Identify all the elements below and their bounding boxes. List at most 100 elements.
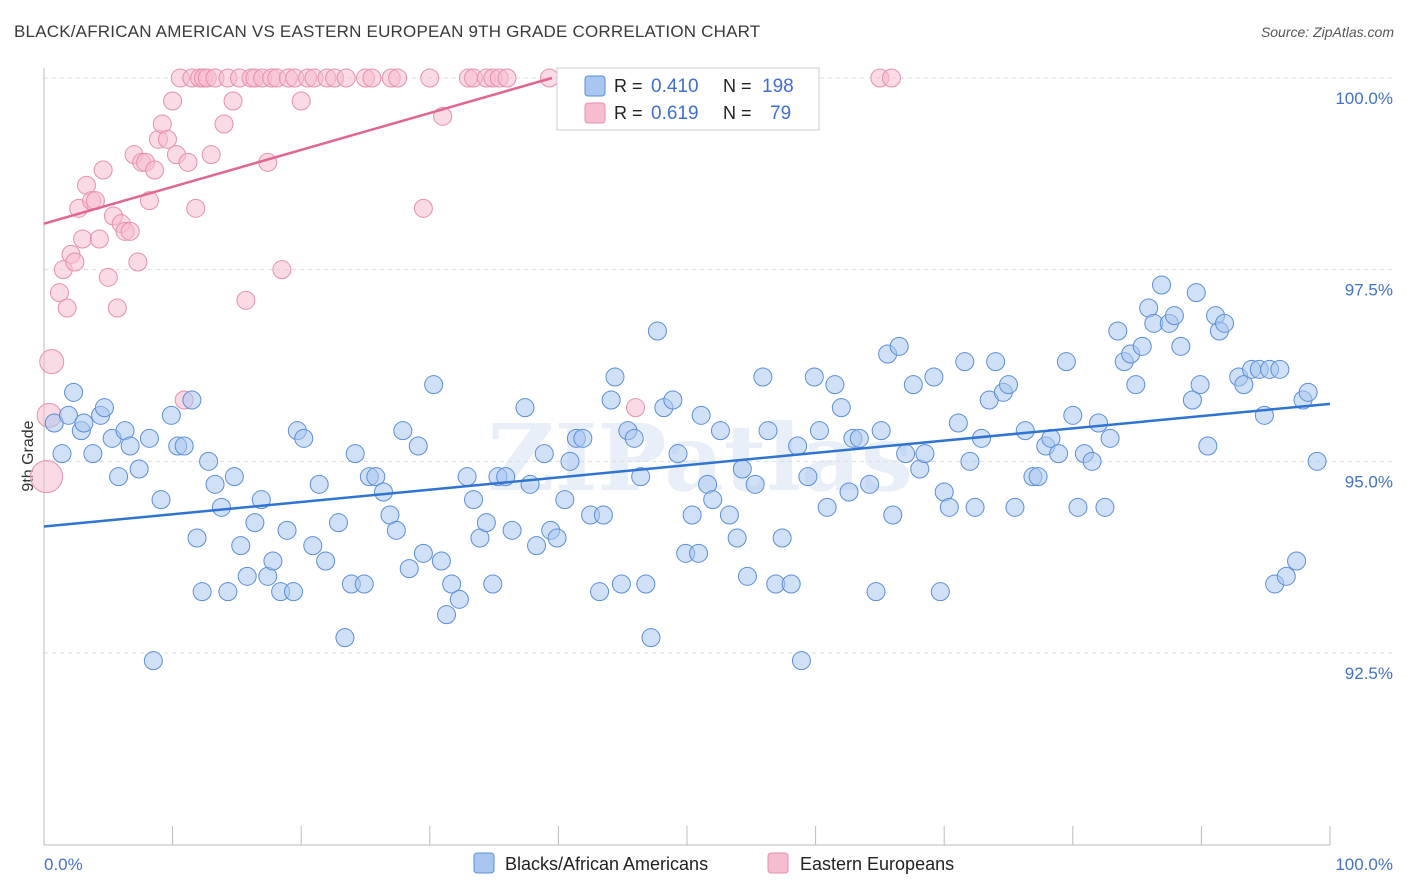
blue-point-10: [109, 467, 129, 487]
y-tick-label-3: 100.0%: [1335, 89, 1393, 108]
x-tick-label-max: 100.0%: [1335, 855, 1393, 874]
blue-point-45: [345, 444, 365, 464]
blue-point-78: [573, 428, 593, 448]
blue-point-20: [182, 390, 202, 410]
blue-point-12: [120, 436, 140, 456]
blue-point-164: [1132, 336, 1152, 356]
blue-point-117: [825, 375, 845, 395]
blue-point-17: [161, 405, 181, 425]
blue-point-109: [772, 528, 792, 548]
blue-point-30: [245, 513, 265, 533]
grid-lines: [44, 77, 1395, 654]
blue-point-118: [831, 398, 851, 418]
blue-point-110: [781, 574, 801, 594]
blue-point-124: [871, 421, 891, 441]
blue-point-83: [605, 367, 625, 387]
blue-point-93: [668, 444, 688, 464]
blue-point-57: [431, 551, 451, 571]
blue-point-42: [328, 513, 348, 533]
blue-point-62: [464, 490, 484, 510]
stats-r-value-1: 0.410: [651, 76, 699, 97]
blue-point-87: [631, 467, 651, 487]
pink-point-77: [881, 68, 901, 88]
blue-point-174: [1198, 436, 1218, 456]
blue-point-33: [263, 551, 283, 571]
blue-point-139: [965, 497, 985, 517]
blue-point-179: [1234, 375, 1254, 395]
blue-point-36: [283, 582, 303, 602]
blue-point-53: [399, 559, 419, 579]
y-tick-label-0: 92.5%: [1345, 664, 1393, 683]
blue-point-169: [1164, 306, 1184, 326]
blue-point-48: [366, 467, 386, 487]
bottom-legend-label-pink: Eastern Europeans: [800, 854, 954, 874]
blue-point-55: [413, 543, 433, 563]
blue-point-65: [483, 574, 503, 594]
blue-point-56: [424, 375, 444, 395]
blue-point-115: [809, 421, 829, 441]
pink-point-66: [413, 198, 433, 218]
pink-point-7: [65, 252, 85, 272]
pink-point-36: [186, 198, 206, 218]
series-blacks-african-americans: [44, 275, 1327, 671]
blue-point-49: [374, 482, 394, 502]
pink-point-78: [626, 398, 646, 418]
blue-point-81: [593, 505, 613, 525]
blue-point-136: [948, 413, 968, 433]
blue-point-173: [1190, 375, 1210, 395]
blue-point-99: [703, 490, 723, 510]
stats-r-label-1: R =: [614, 76, 643, 96]
blue-point-157: [1089, 413, 1109, 433]
blue-point-112: [791, 651, 811, 671]
blue-point-116: [817, 497, 837, 517]
blue-point-64: [476, 513, 496, 533]
blue-point-39: [303, 536, 323, 556]
pink-point-42: [214, 114, 234, 134]
blue-point-8: [94, 398, 114, 418]
blue-point-43: [335, 628, 355, 648]
blue-point-40: [309, 474, 329, 494]
blue-point-172: [1186, 283, 1206, 303]
stats-n-label-2: N =: [723, 103, 752, 123]
blue-point-177: [1215, 313, 1235, 333]
y-tick-label-1: 95.0%: [1345, 472, 1393, 491]
blue-point-133: [930, 582, 950, 602]
blue-point-148: [1028, 467, 1048, 487]
blue-point-90: [647, 321, 667, 341]
blue-point-25: [211, 497, 231, 517]
blue-point-16: [151, 490, 171, 510]
stats-n-label-1: N =: [723, 76, 752, 96]
blue-point-1: [52, 444, 72, 464]
blue-point-3: [64, 382, 84, 402]
blue-point-89: [641, 628, 661, 648]
blue-point-170: [1171, 336, 1191, 356]
blue-point-105: [745, 474, 765, 494]
pink-point-0: [30, 460, 64, 494]
blue-point-129: [903, 375, 923, 395]
blue-point-101: [719, 505, 739, 525]
pink-point-25: [139, 191, 159, 211]
blue-point-97: [691, 405, 711, 425]
stats-r-value-2: 0.619: [651, 103, 699, 124]
blue-point-103: [732, 459, 752, 479]
chart-title: BLACK/AFRICAN AMERICAN VS EASTERN EUROPE…: [14, 22, 761, 41]
blue-point-154: [1068, 497, 1088, 517]
blue-point-26: [218, 582, 238, 602]
blue-point-15: [143, 651, 163, 671]
blue-point-23: [199, 451, 219, 471]
blue-point-52: [393, 421, 413, 441]
blue-point-131: [915, 444, 935, 464]
blue-point-100: [710, 421, 730, 441]
blue-point-22: [192, 582, 212, 602]
blue-point-104: [737, 566, 757, 586]
pink-point-65: [388, 68, 408, 88]
blue-point-159: [1100, 428, 1120, 448]
blue-point-186: [1276, 566, 1296, 586]
blue-point-102: [727, 528, 747, 548]
pink-point-46: [236, 290, 256, 310]
blue-point-82: [601, 390, 621, 410]
blue-point-153: [1063, 405, 1083, 425]
blue-point-74: [547, 528, 567, 548]
blue-point-29: [237, 566, 257, 586]
blue-point-75: [555, 490, 575, 510]
